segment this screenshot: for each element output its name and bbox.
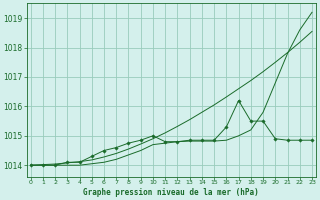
X-axis label: Graphe pression niveau de la mer (hPa): Graphe pression niveau de la mer (hPa) <box>84 188 259 197</box>
